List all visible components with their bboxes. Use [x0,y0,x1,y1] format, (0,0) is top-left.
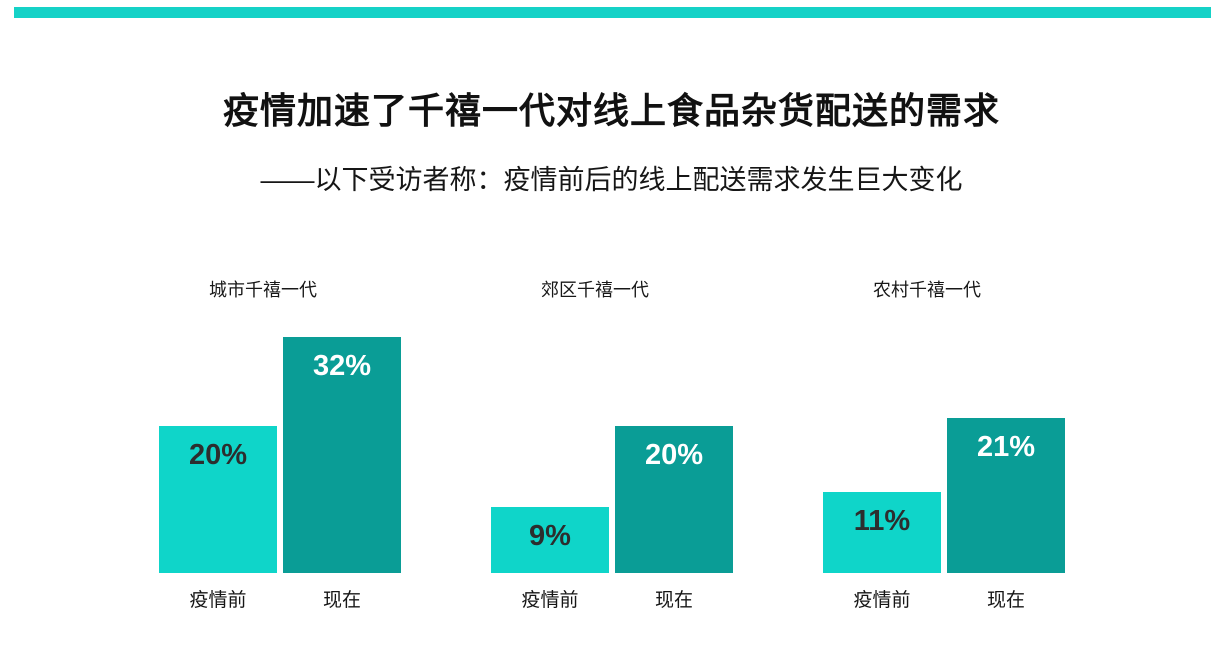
page-subtitle: ——以下受访者称：疫情前后的线上配送需求发生巨大变化 [260,165,963,195]
axis-label-now: 现在 [322,590,361,611]
axis-labels: 疫情前 现在 [491,585,733,612]
bar-pair: 20% 32% [159,337,401,573]
axis-label-now: 现在 [986,590,1025,611]
axis-label-before: 疫情前 [853,590,911,611]
bar-value-label: 21% [976,431,1036,463]
axis-labels: 疫情前 现在 [159,585,401,612]
top-accent-bar [14,7,1211,18]
bar-value-label: 32% [312,350,372,382]
chart-group-rural: 农村千禧一代 11% 21% 疫情前 现在 [823,270,1065,620]
bar-before: 20% [159,426,277,573]
bar-now: 32% [283,337,401,573]
bar-value-label: 9% [529,520,571,552]
bar-value-label: 20% [188,439,248,471]
bar-before: 9% [491,507,609,573]
bar-pair: 11% 21% [823,418,1065,573]
page-title: 疫情加速了千禧一代对线上食品杂货配送的需求 [222,90,1000,131]
bar-now: 21% [947,418,1065,573]
group-label: 农村千禧一代 [873,280,981,300]
bar-before: 11% [823,492,941,573]
axis-label-before: 疫情前 [521,590,579,611]
axis-label-before: 疫情前 [189,590,247,611]
chart-group-urban: 城市千禧一代 20% 32% 疫情前 现在 [159,270,401,620]
bar-value-label: 20% [644,439,704,471]
bar-pair: 9% 20% [491,426,733,573]
axis-label-now: 现在 [654,590,693,611]
group-label: 郊区千禧一代 [541,280,649,300]
axis-labels: 疫情前 现在 [823,585,1065,612]
bar-now: 20% [615,426,733,573]
group-label: 城市千禧一代 [209,280,317,300]
bar-value-label: 11% [853,505,911,537]
chart-group-suburban: 郊区千禧一代 9% 20% 疫情前 现在 [491,270,733,620]
